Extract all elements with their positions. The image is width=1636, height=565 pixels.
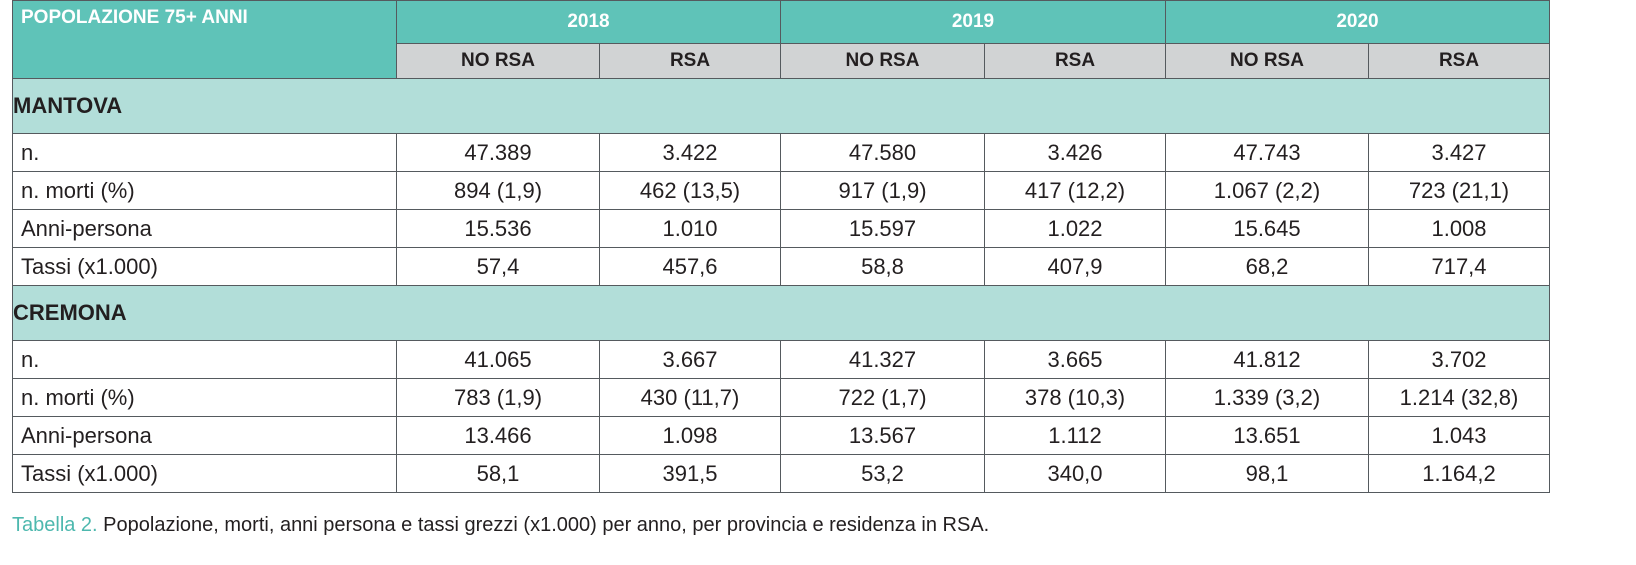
table-cell: 1.164,2 (1368, 454, 1550, 493)
table-cell: 917 (1,9) (780, 171, 985, 210)
table-cell: 717,4 (1368, 247, 1550, 286)
section-row: MANTOVA (12, 78, 1550, 134)
subheader-cell: RSA (1368, 43, 1550, 79)
table-cell: 1.339 (3,2) (1165, 378, 1369, 417)
subheader-cell: NO RSA (396, 43, 600, 79)
table-cell: 15.645 (1165, 209, 1369, 248)
row-label: Tassi (x1.000) (12, 454, 397, 493)
table-row: Anni-persona 13.466 1.098 13.567 1.112 13.651… (12, 416, 1550, 455)
table-row: n. morti (%) 894 (1,9) 462 (13,5) 917 (1,9)… (12, 171, 1550, 210)
table-cell: 57,4 (396, 247, 600, 286)
table-cell: 407,9 (984, 247, 1166, 286)
table-cell: 98,1 (1165, 454, 1369, 493)
table-cell: 58,1 (396, 454, 600, 493)
row-label: Anni-persona (12, 209, 397, 248)
table-cell: 1.098 (599, 416, 781, 455)
row-label: Tassi (x1.000) (12, 247, 397, 286)
table-row: n. 47.389 3.422 47.580 3.426 47.743 3.427 (12, 133, 1550, 172)
table-cell: 3.667 (599, 340, 781, 379)
table-row: n. morti (%) 783 (1,9) 430 (11,7) 722 (1,7)… (12, 378, 1550, 417)
table-row: Tassi (x1.000) 58,1 391,5 53,2 340,0 98,1 1.16… (12, 454, 1550, 493)
table-row: Tassi (x1.000) 57,4 457,6 58,8 407,9 68,2 717,… (12, 247, 1550, 286)
table-cell: 722 (1,7) (780, 378, 985, 417)
table-cell: 1.043 (1368, 416, 1550, 455)
table-row: n. 41.065 3.667 41.327 3.665 41.812 3.702 (12, 340, 1550, 379)
section-row: CREMONA (12, 285, 1550, 341)
table-cell: 340,0 (984, 454, 1166, 493)
table-cell: 47.743 (1165, 133, 1369, 172)
table-cell: 723 (21,1) (1368, 171, 1550, 210)
table-cell: 1.067 (2,2) (1165, 171, 1369, 210)
subheader-cell: RSA (599, 43, 781, 79)
subheader-cell: NO RSA (1165, 43, 1369, 79)
year-header-2019: 2019 (780, 0, 1166, 44)
table-cell: 13.466 (396, 416, 600, 455)
row-label: n. (12, 340, 397, 379)
table-cell: 58,8 (780, 247, 985, 286)
table-cell: 1.214 (32,8) (1368, 378, 1550, 417)
caption-title: Tabella 2. (12, 514, 98, 536)
corner-header: POPOLAZIONE 75+ ANNI (12, 0, 397, 79)
table-cell: 1.112 (984, 416, 1166, 455)
table-cell: 783 (1,9) (396, 378, 600, 417)
table-cell: 462 (13,5) (599, 171, 781, 210)
row-label: Anni-persona (12, 416, 397, 455)
table-cell: 47.389 (396, 133, 600, 172)
table-cell: 457,6 (599, 247, 781, 286)
subheader-cell: RSA (984, 43, 1166, 79)
table-cell: 3.422 (599, 133, 781, 172)
table-cell: 3.427 (1368, 133, 1550, 172)
section-header: MANTOVA (12, 78, 1550, 134)
caption-text: Popolazione, morti, anni persona e tassi… (97, 514, 990, 536)
table-cell: 53,2 (780, 454, 985, 493)
year-header-2020: 2020 (1165, 0, 1550, 44)
table-cell: 3.702 (1368, 340, 1550, 379)
subheader-cell: NO RSA (780, 43, 985, 79)
table-cell: 3.665 (984, 340, 1166, 379)
table-cell: 47.580 (780, 133, 985, 172)
table-cell: 13.567 (780, 416, 985, 455)
table-cell: 894 (1,9) (396, 171, 600, 210)
table-row: Anni-persona 15.536 1.010 15.597 1.022 15.645… (12, 209, 1550, 248)
table-cell: 417 (12,2) (984, 171, 1166, 210)
table-cell: 68,2 (1165, 247, 1369, 286)
table-cell: 378 (10,3) (984, 378, 1166, 417)
section-header: CREMONA (12, 285, 1550, 341)
table-cell: 1.010 (599, 209, 781, 248)
table-cell: 430 (11,7) (599, 378, 781, 417)
row-label: n. (12, 133, 397, 172)
table-cell: 13.651 (1165, 416, 1369, 455)
table-cell: 391,5 (599, 454, 781, 493)
table-cell: 41.327 (780, 340, 985, 379)
data-table: POPOLAZIONE 75+ ANNI 2018 2019 2020 NO R… (12, 0, 1550, 493)
table-cell: 1.022 (984, 209, 1166, 248)
table-cell: 41.065 (396, 340, 600, 379)
table-cell: 3.426 (984, 133, 1166, 172)
table-caption: Tabella 2. Popolazione, morti, anni pers… (12, 514, 989, 537)
row-label: n. morti (%) (12, 171, 397, 210)
year-header-2018: 2018 (396, 0, 781, 44)
row-label: n. morti (%) (12, 378, 397, 417)
table-cell: 15.597 (780, 209, 985, 248)
table-cell: 15.536 (396, 209, 600, 248)
table-cell: 1.008 (1368, 209, 1550, 248)
table-cell: 41.812 (1165, 340, 1369, 379)
